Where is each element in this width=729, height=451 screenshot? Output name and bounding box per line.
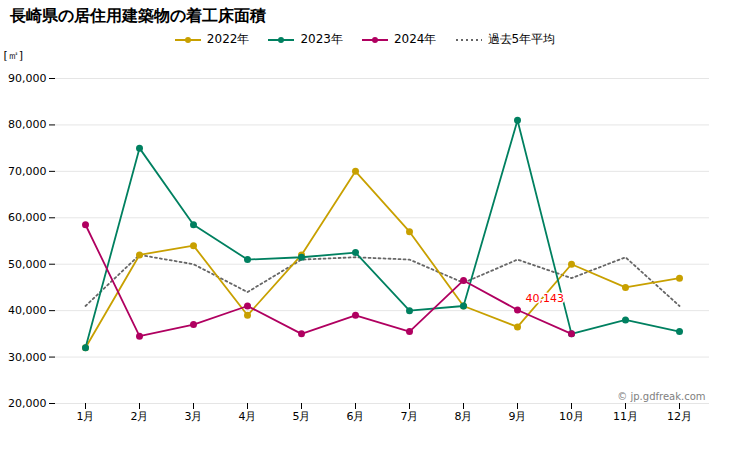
svg-text:3月: 3月 — [185, 410, 203, 423]
svg-text:90,000: 90,000 — [8, 72, 47, 85]
svg-text:7月: 7月 — [401, 410, 419, 423]
svg-text:50,000: 50,000 — [8, 258, 47, 271]
svg-text:20,000: 20,000 — [8, 397, 47, 410]
svg-text:70,000: 70,000 — [8, 165, 47, 178]
svg-text:4月: 4月 — [239, 410, 257, 423]
svg-text:80,000: 80,000 — [8, 118, 47, 131]
svg-text:[㎡]: [㎡] — [4, 49, 24, 62]
html-text:2022年: 2022年 — [206, 32, 250, 46]
svg-text:40,000: 40,000 — [8, 304, 47, 317]
svg-text:60,000: 60,000 — [8, 211, 47, 224]
html-text:過去5年平均: 過去5年平均 — [487, 32, 556, 46]
svg-text:6月: 6月 — [347, 410, 365, 423]
svg-text:© jp.gdfreak.com: © jp.gdfreak.com — [617, 391, 705, 402]
svg-text:12月: 12月 — [667, 410, 692, 423]
html-text:長崎県の居住用建築物の着工床面積: 長崎県の居住用建築物の着工床面積 — [10, 6, 266, 25]
svg-text:30,000: 30,000 — [8, 351, 47, 364]
svg-text:8月: 8月 — [455, 410, 473, 423]
svg-text:1月: 1月 — [77, 410, 95, 423]
html-text:2024年: 2024年 — [394, 32, 437, 46]
svg-text:40,143: 40,143 — [526, 291, 565, 304]
svg-text:5月: 5月 — [293, 410, 311, 423]
svg-text:2月: 2月 — [131, 410, 149, 423]
svg-text:9月: 9月 — [509, 410, 527, 423]
svg-text:11月: 11月 — [613, 410, 638, 423]
html-text:2023年: 2023年 — [300, 32, 343, 46]
svg-text:10月: 10月 — [559, 410, 584, 423]
